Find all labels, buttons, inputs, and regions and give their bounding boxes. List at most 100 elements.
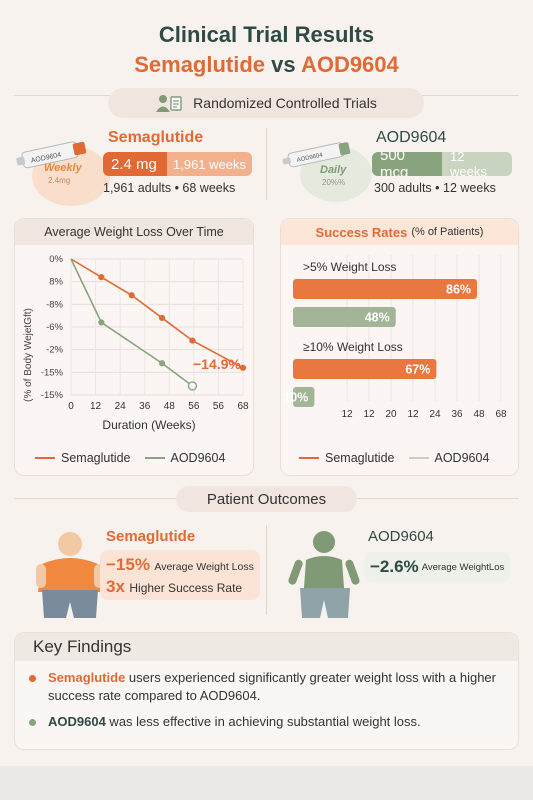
line-chart-header: Average Weight Loss Over Time xyxy=(15,219,253,245)
line-point-semaglutide xyxy=(239,364,247,371)
line-chart-x-tick: 36 xyxy=(139,401,151,412)
syringe-icon: AOD9604 xyxy=(16,141,87,169)
bar-chart-title: Success Rates xyxy=(315,224,408,240)
bar-chart-x-tick: 12 xyxy=(341,409,353,420)
finding-bullet-1 xyxy=(29,675,36,682)
summary-divider xyxy=(266,128,267,200)
finding-2-bold: AOD9604 xyxy=(48,714,106,729)
finding-1-rest: users experienced significantly greater … xyxy=(48,670,496,703)
page-title: Clinical Trial Results xyxy=(158,22,375,47)
person-before-icon xyxy=(36,532,104,618)
subtitle-vs: vs xyxy=(271,52,296,77)
bar-semaglutide-1 xyxy=(293,359,437,379)
outcome-a-name: Semaglutide xyxy=(106,528,196,545)
line-chart-y-tick: 8% xyxy=(49,277,63,288)
page-subtitle: Semaglutide vs AOD9604 xyxy=(0,52,533,78)
bar-legend-swatch-semaglutide xyxy=(299,457,319,459)
drug-b-dose: 500 mcg xyxy=(372,152,442,176)
bar-chart-x-tick: 68 xyxy=(495,409,507,420)
bar-semaglutide-0 xyxy=(293,279,478,299)
bar-legend-label-semaglutide: Semaglutide xyxy=(325,451,395,465)
outcome-b-name: AOD9604 xyxy=(368,528,434,545)
finding-2-rest: was less effective in achieving substant… xyxy=(105,714,421,729)
outcome-b-stat1-value: −2.6% xyxy=(370,557,419,576)
outcome-b-stat1-label: Average WeightLos xyxy=(421,561,505,573)
bar-value-label: 67% xyxy=(405,363,430,377)
subtitle-drug-b: AOD9604 xyxy=(300,52,399,77)
drug-a-duration: 1,961 weeks xyxy=(167,152,252,176)
study-type-label: Randomized Controlled Trials xyxy=(193,95,377,111)
line-chart-y-tick: -15% xyxy=(41,390,64,401)
people-icon xyxy=(156,95,182,112)
outcome-a-stat1-label: Average Weight Loss xyxy=(154,561,254,573)
line-series-aod9604 xyxy=(70,258,193,387)
drug-b-duration: 12 weeks xyxy=(442,152,512,176)
line-chart-x-tick: 48 xyxy=(164,401,176,412)
bar-aod9604-1 xyxy=(293,387,315,407)
drug-a-summary: AOD9604 Weekly 2.4mg xyxy=(14,130,264,206)
finding-1-bold: Semaglutide xyxy=(48,670,126,685)
legend-label-aod9604: AOD9604 xyxy=(170,451,226,465)
line-point-aod9604 xyxy=(187,381,198,391)
line-point-semaglutide xyxy=(189,337,196,344)
outcome-a-stat2-value: 3x xyxy=(106,577,125,596)
bar-chart-legend: Semaglutide AOD9604 xyxy=(299,451,489,465)
line-series-semaglutide xyxy=(70,258,244,369)
line-chart-y-tick: -6% xyxy=(46,322,63,333)
legend-label-semaglutide: Semaglutide xyxy=(61,451,131,465)
line-chart-x-tick: 68 xyxy=(237,401,249,412)
bar-chart-x-tick: 36 xyxy=(451,409,463,420)
line-chart-x-tick: 56 xyxy=(213,401,225,412)
bar-group-label-1: >5% Weight Loss xyxy=(303,260,397,274)
bar-aod9604-0 xyxy=(293,307,396,327)
line-point-aod9604 xyxy=(158,360,166,367)
person-after-icon xyxy=(288,531,360,618)
subtitle-drug-a: Semaglutide xyxy=(134,52,266,77)
bar-legend-label-aod9604: AOD9604 xyxy=(434,451,490,465)
drug-b-participants: 300 adults • 12 weeks xyxy=(374,181,496,195)
line-chart-ylabel: (% of Body WejetGft) xyxy=(23,308,34,402)
line-chart-y-tick: -8% xyxy=(46,299,63,310)
line-point-semaglutide xyxy=(158,314,166,322)
bar-value-label: 86% xyxy=(446,283,471,297)
bar-chart-header: Success Rates (% of Patients) xyxy=(281,219,518,245)
line-point-semaglutide xyxy=(128,292,135,299)
line-chart-card: Average Weight Loss Over Time 0% 8% -8% -6%… xyxy=(14,218,254,476)
drug-b-dose-pill: 500 mcg 12 weeks xyxy=(372,152,512,176)
finding-text-1: Semaglutide users experienced significan… xyxy=(48,669,509,705)
legend-swatch-aod9604 xyxy=(144,457,165,459)
vial-label-b: AOD9604 xyxy=(296,152,324,163)
legend-swatch-semaglutide xyxy=(35,457,55,459)
bar-chart-x-tick: 48 xyxy=(473,409,485,420)
bar-legend-swatch-aod9604 xyxy=(408,457,429,459)
line-chart-x-tick: 0 xyxy=(68,401,74,412)
bar-chart-x-tick: 12 xyxy=(363,409,375,420)
line-chart-y-tick: -2% xyxy=(46,345,63,356)
footer-band xyxy=(0,766,533,800)
bar-chart-title-suffix: (% of Patients) xyxy=(411,226,484,238)
bar-chart-card: Success Rates (% of Patients) >5% Weight… xyxy=(280,218,519,476)
drug-a-dose-pill: 2.4 mg 1,961 weeks xyxy=(103,152,252,176)
line-chart-xlabel: Duration (Weeks) xyxy=(102,418,195,432)
drug-a-frequency: Weekly xyxy=(44,162,82,174)
line-chart-legend: Semaglutide AOD9604 xyxy=(35,451,225,465)
drug-b-frequency: Daily xyxy=(320,164,347,176)
study-type-badge: Randomized Controlled Trials xyxy=(108,88,424,118)
drug-b-summary: AOD9604 Daily 20%% xyxy=(280,130,380,202)
line-chart-x-tick: 24 xyxy=(115,401,127,412)
bar-chart-x-tick: 20 xyxy=(385,409,397,420)
outcomes-mid-divider xyxy=(266,525,267,615)
line-point-aod9604 xyxy=(98,319,105,326)
bar-value-label: 48% xyxy=(365,311,390,325)
outcome-a-stat1: −15% Average Weight Loss xyxy=(106,555,254,575)
line-chart-title: Average Weight Loss Over Time xyxy=(44,225,224,239)
drug-b-frequency-dose: 20%% xyxy=(322,178,346,187)
line-chart-y-tick: -15% xyxy=(41,367,64,378)
bar-value-label: 10% xyxy=(283,391,308,405)
bar-chart-svg: >5% Weight Loss ≥10% Weight Loss 86% 67% 4… xyxy=(283,255,507,420)
line-chart-x-tick: 12 xyxy=(90,401,102,412)
outcome-a-stat1-value: −15% xyxy=(106,555,150,574)
line-chart-x-tick: 56 xyxy=(188,401,200,412)
drug-a-name: Semaglutide xyxy=(108,129,204,146)
drug-a-participants: 1,961 adults • 68 weeks xyxy=(103,181,236,195)
